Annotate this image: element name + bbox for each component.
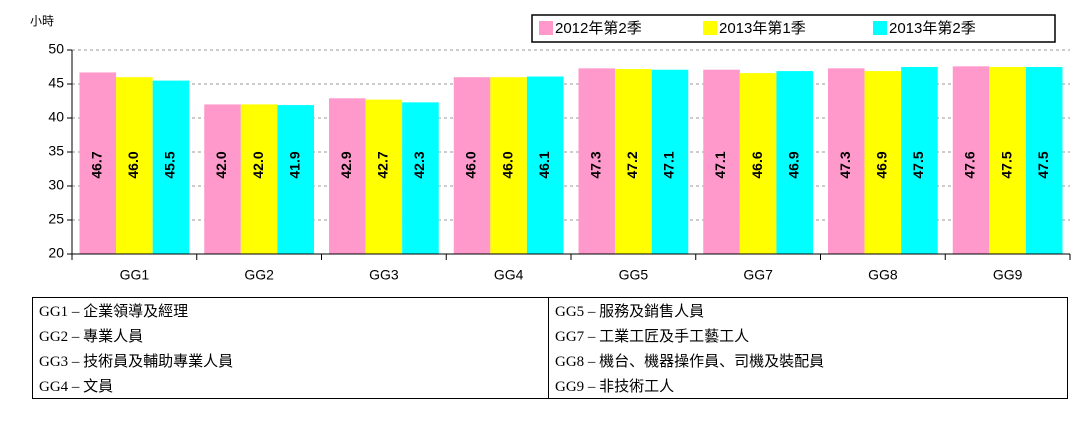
data-label: 46.0 <box>499 151 515 178</box>
y-tick-label: 45 <box>48 75 64 91</box>
bar <box>703 69 740 254</box>
legend-marker <box>703 21 717 35</box>
x-tick-label: GG1 <box>120 267 150 283</box>
x-tick-label: GG2 <box>244 267 274 283</box>
bar <box>453 77 491 254</box>
bar <box>329 98 366 254</box>
data-label: 46.9 <box>874 151 890 178</box>
bar <box>952 66 990 254</box>
y-axis-label: 小時 <box>30 14 54 28</box>
data-label: 42.0 <box>213 151 229 178</box>
y-tick-label: 50 <box>48 41 64 57</box>
table-row: GG2 – 專業人員 GG7 – 工業工匠及手工藝工人 <box>32 323 1068 348</box>
legend-box <box>531 14 1056 43</box>
legend-marker <box>873 21 887 35</box>
table-row: GG4 – 文員 GG9 – 非技術工人 <box>32 373 1068 399</box>
data-label: 42.9 <box>338 151 354 178</box>
data-label: 47.5 <box>910 151 926 178</box>
x-tick-label: GG5 <box>619 267 649 283</box>
bar <box>277 105 314 254</box>
bar <box>578 68 616 254</box>
data-label: 47.1 <box>661 151 677 178</box>
bar <box>402 102 439 254</box>
data-label: 46.0 <box>125 151 141 178</box>
data-label: 46.9 <box>785 151 801 178</box>
legend-label: 2012年第2季 <box>555 19 642 37</box>
bar <box>526 76 564 255</box>
table-cell: GG2 – 專業人員 <box>32 323 549 348</box>
bar <box>79 72 117 254</box>
bar <box>828 68 865 254</box>
x-tick-label: GG3 <box>369 267 399 283</box>
bar <box>776 71 813 254</box>
table-cell: GG3 – 技術員及輔助專業人員 <box>32 348 549 373</box>
bar <box>864 71 902 254</box>
legend-label: 2013年第1季 <box>719 19 806 37</box>
data-label: 47.3 <box>587 151 603 178</box>
bar <box>152 80 190 254</box>
data-label: 41.9 <box>286 151 302 178</box>
y-tick-label: 30 <box>48 177 64 193</box>
bar <box>204 104 241 255</box>
y-tick-label: 35 <box>48 143 64 159</box>
x-tick-label: GG9 <box>993 267 1023 283</box>
footnote-table: GG1 – 企業領導及經理 GG5 – 服務及銷售人員 GG2 – 專業人員 GG7 … <box>32 297 1068 399</box>
data-label: 47.1 <box>712 151 728 178</box>
bar <box>1025 67 1063 254</box>
data-label: 47.5 <box>1035 151 1051 178</box>
data-label: 46.1 <box>536 151 552 178</box>
data-label: 47.2 <box>624 151 640 178</box>
data-label: 46.0 <box>463 151 479 178</box>
y-tick-label: 40 <box>48 109 64 125</box>
table-cell: GG4 – 文員 <box>32 373 549 399</box>
x-tick-label: GG4 <box>494 267 524 283</box>
table-cell: GG9 – 非技術工人 <box>555 379 675 395</box>
data-label: 47.3 <box>837 151 853 178</box>
bar <box>989 67 1026 254</box>
chart: 小時 20 25 30 35 40 45 50 46.7 46.0 45.5 GG1 42.0 42.0… <box>30 14 1071 283</box>
legend-label: 2013年第2季 <box>889 19 976 37</box>
bar <box>739 73 777 255</box>
data-label: 46.6 <box>749 151 765 178</box>
data-label: 47.5 <box>998 151 1014 178</box>
data-label: 46.7 <box>88 151 104 178</box>
table-cell: GG8 – 機台、機器操作員、司機及裝配員 <box>555 354 825 370</box>
y-tick-label: 20 <box>48 245 64 261</box>
bar <box>490 77 527 254</box>
x-tick-label: GG7 <box>743 267 773 283</box>
bar <box>901 67 938 254</box>
x-tick-label: GG8 <box>868 267 898 283</box>
data-label: 42.0 <box>250 151 266 178</box>
table-cell: GG7 – 工業工匠及手工藝工人 <box>555 329 750 345</box>
data-label: 42.7 <box>375 151 391 178</box>
data-label: 42.3 <box>411 151 427 178</box>
legend-marker <box>539 21 553 35</box>
table-cell: GG1 – 企業領導及經理 <box>32 297 549 323</box>
data-label: 47.6 <box>962 151 978 178</box>
bar <box>615 69 652 254</box>
data-label: 45.5 <box>162 151 178 178</box>
bar <box>240 104 278 255</box>
bar <box>365 99 403 254</box>
table-cell: GG5 – 服務及銷售人員 <box>555 304 705 320</box>
bar <box>651 69 689 254</box>
table-row: GG3 – 技術員及輔助專業人員 GG8 – 機台、機器操作員、司機及裝配員 <box>32 348 1068 373</box>
bar <box>116 77 153 254</box>
y-tick-label: 25 <box>48 211 64 227</box>
table-row: GG1 – 企業領導及經理 GG5 – 服務及銷售人員 <box>32 297 1068 323</box>
